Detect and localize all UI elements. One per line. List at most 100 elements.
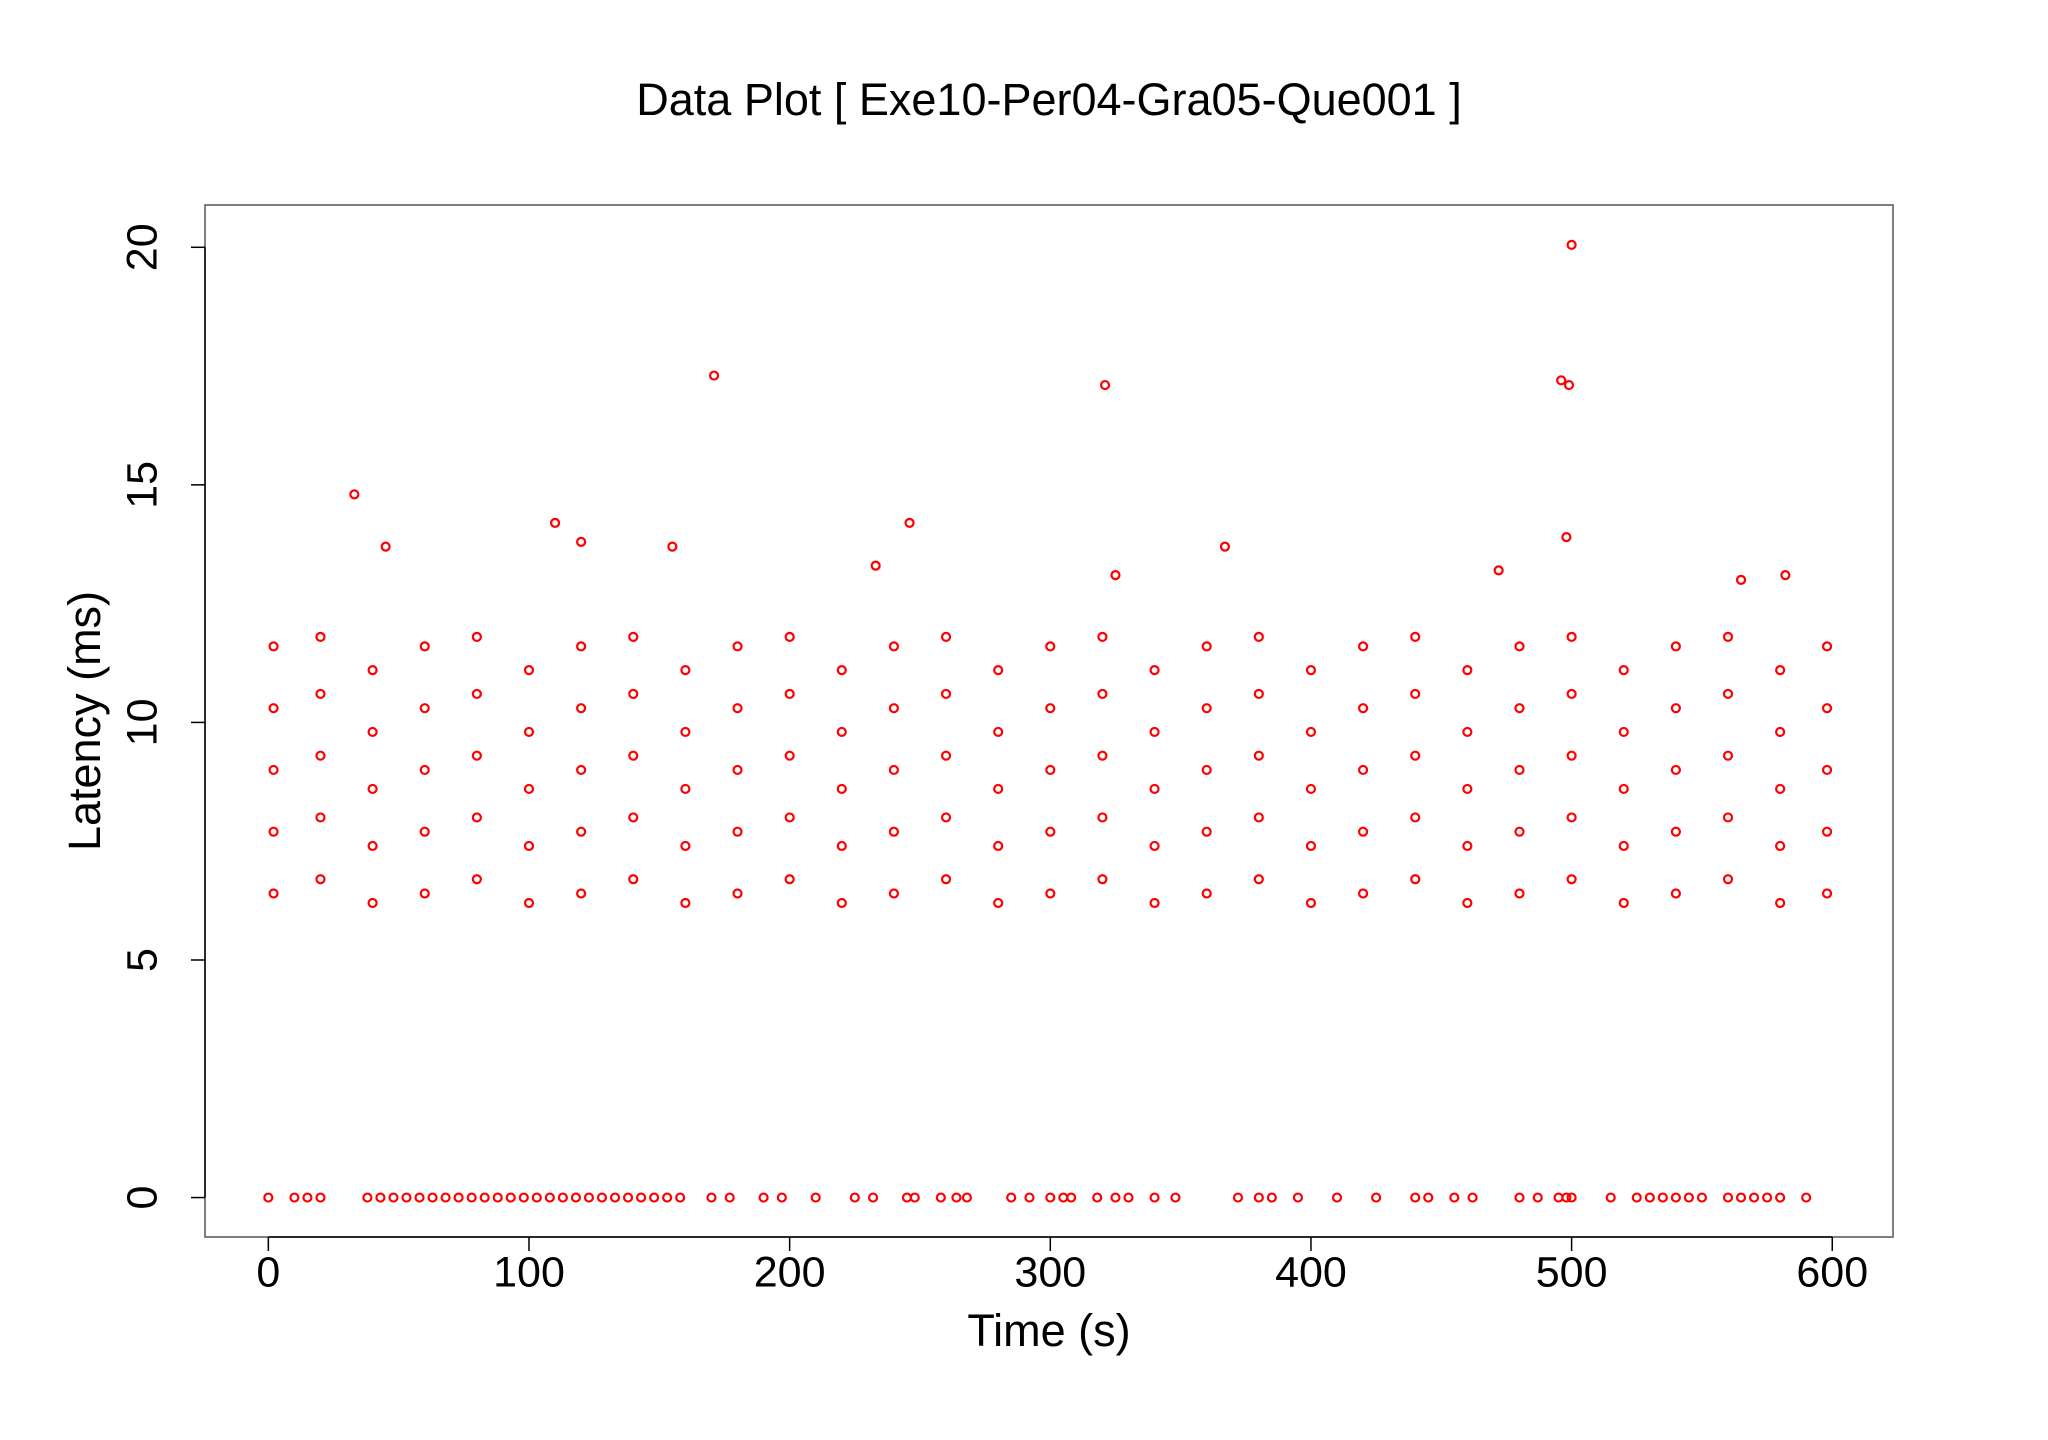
point: [935, 1192, 946, 1203]
y-tick-label: 10: [118, 699, 166, 747]
point: [367, 840, 378, 852]
point: [492, 1192, 503, 1203]
point: [1775, 840, 1786, 852]
point: [1149, 1192, 1160, 1203]
point: [453, 1192, 464, 1203]
point: [1821, 703, 1833, 714]
point: [471, 874, 482, 885]
point: [1045, 826, 1056, 837]
point: [1618, 665, 1629, 676]
point: [628, 631, 639, 643]
point: [1722, 1192, 1734, 1203]
point: [1467, 1192, 1478, 1203]
point: [1561, 1192, 1572, 1203]
point: [419, 826, 430, 837]
point: [1045, 888, 1056, 899]
point: [1410, 812, 1421, 823]
point: [1775, 783, 1786, 795]
point: [1631, 1192, 1642, 1203]
x-axis-label: Time (s): [967, 1305, 1130, 1356]
point: [1253, 874, 1264, 885]
point: [380, 541, 391, 552]
point: [635, 1192, 647, 1203]
point: [1618, 897, 1629, 909]
point: [1110, 1192, 1121, 1203]
point: [1201, 826, 1212, 837]
point: [576, 703, 587, 714]
point: [557, 1192, 568, 1203]
point: [302, 1192, 313, 1203]
point: [576, 536, 587, 547]
point: [1253, 750, 1264, 761]
point: [1775, 897, 1786, 909]
point: [427, 1192, 438, 1203]
point: [888, 888, 900, 899]
x-tick-label: 500: [1536, 1248, 1608, 1296]
point: [1670, 641, 1681, 652]
point: [315, 874, 326, 885]
point: [1462, 726, 1473, 738]
point: [1201, 764, 1212, 776]
x-tick-label: 300: [1014, 1248, 1086, 1296]
point: [1532, 1192, 1543, 1203]
point: [675, 1192, 686, 1203]
point: [1266, 1192, 1277, 1203]
point: [993, 840, 1004, 852]
point: [1556, 375, 1567, 386]
point: [1253, 688, 1264, 700]
point: [1099, 379, 1111, 391]
point: [1722, 688, 1734, 700]
y-tick-label: 5: [118, 948, 166, 972]
point: [1357, 764, 1369, 776]
x-tick-label: 400: [1275, 1248, 1347, 1296]
point: [401, 1192, 412, 1203]
point: [1462, 897, 1473, 909]
point: [622, 1192, 634, 1203]
point: [576, 764, 587, 776]
point: [576, 641, 587, 652]
point: [315, 1192, 326, 1203]
point: [1410, 688, 1421, 700]
point: [1410, 874, 1421, 885]
point: [1149, 840, 1160, 852]
point: [471, 688, 482, 700]
point: [784, 874, 795, 885]
point: [940, 874, 952, 885]
point: [268, 826, 279, 837]
point: [1410, 1192, 1421, 1203]
point: [531, 1192, 542, 1203]
point: [1670, 703, 1681, 714]
point: [732, 703, 743, 714]
point: [758, 1192, 769, 1203]
point: [263, 1192, 274, 1203]
point: [836, 726, 847, 738]
point: [649, 1192, 660, 1203]
point: [1683, 1192, 1695, 1203]
point: [1045, 641, 1056, 652]
point: [1566, 688, 1577, 700]
point: [836, 665, 847, 676]
point: [1722, 812, 1734, 823]
point: [662, 1192, 673, 1203]
point: [471, 750, 482, 761]
point: [680, 897, 691, 909]
point: [315, 812, 326, 823]
point: [1201, 703, 1212, 714]
point: [518, 1192, 529, 1203]
point: [583, 1192, 595, 1203]
point: [836, 840, 847, 852]
point: [1821, 764, 1833, 776]
point: [680, 840, 691, 852]
point: [1514, 703, 1525, 714]
point: [870, 560, 881, 571]
point: [1748, 1192, 1760, 1203]
point: [1722, 874, 1734, 885]
point: [628, 750, 639, 761]
point: [776, 1192, 787, 1203]
point: [993, 726, 1004, 738]
point: [268, 703, 279, 714]
point: [810, 1192, 821, 1203]
point: [419, 703, 430, 714]
point: [1722, 631, 1734, 643]
point: [888, 641, 900, 652]
